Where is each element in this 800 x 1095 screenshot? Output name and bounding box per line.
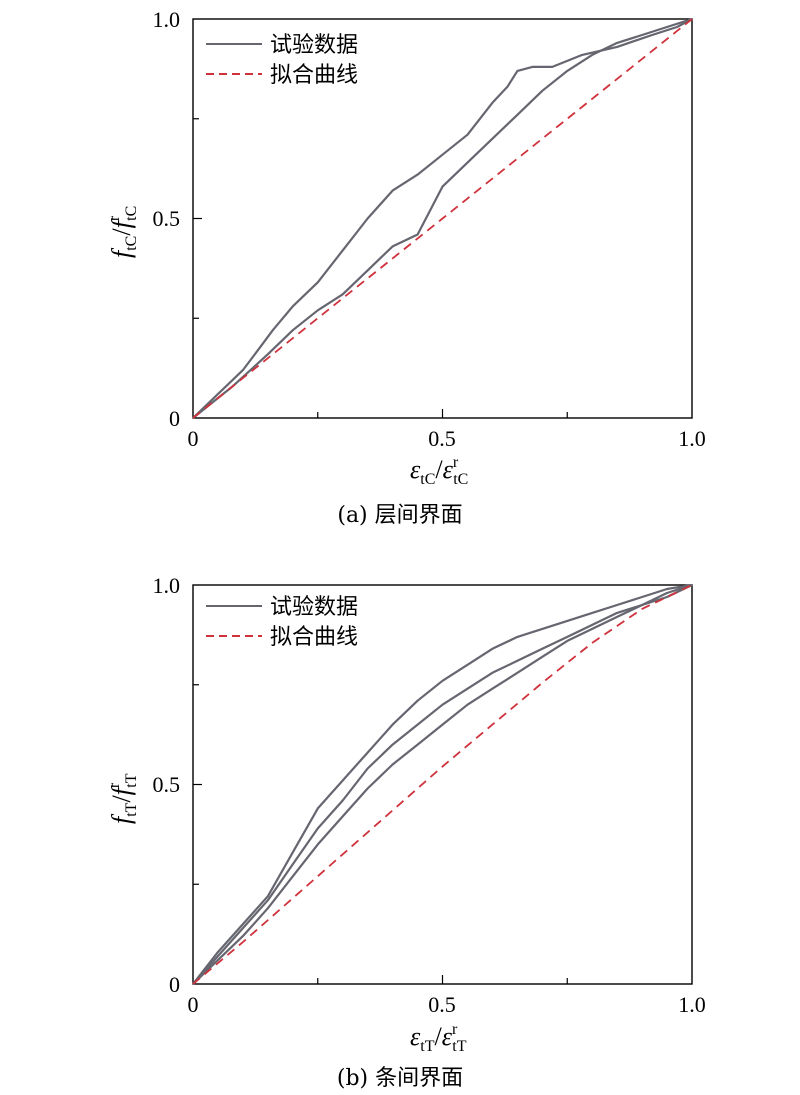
x-axis-main-a: ε xyxy=(410,455,421,484)
y-axis-sup2-a: r xyxy=(106,215,123,221)
xtick-label-b-2: 1.0 xyxy=(678,992,706,1017)
ytick-label-b-1: 0.5 xyxy=(153,772,181,797)
x-axis-sub2-a: tC xyxy=(453,471,468,488)
legend-label-b-0: 试验数据 xyxy=(270,595,358,620)
x-axis-main2-a: ε xyxy=(443,455,454,484)
ytick-label-a-0: 0 xyxy=(169,406,180,431)
plot-frame-b xyxy=(192,584,693,985)
series-line-b-2 xyxy=(192,584,693,985)
y-axis-label-a: ftC/frtC xyxy=(106,206,140,258)
y-axis-main-b: f xyxy=(107,813,136,824)
x-axis-sep-a: / xyxy=(435,455,443,484)
y-axis-main-a: f xyxy=(107,247,136,258)
x-axis-main-b: ε xyxy=(410,1022,421,1051)
x-axis-label-b: εtT/εr tT xyxy=(410,1021,467,1055)
series-group-a xyxy=(192,17,693,419)
x-axis-sup2-b: r xyxy=(452,1021,458,1038)
series-line-a-0 xyxy=(192,18,693,419)
x-axis-label-a: εtC/εr tC xyxy=(410,454,468,488)
ytick-label-b-0: 0 xyxy=(169,972,180,997)
y-axis-sub2-b: tT xyxy=(123,773,140,787)
y-axis-sep-b: / xyxy=(107,795,136,803)
ticks-a xyxy=(193,118,568,418)
y-axis-label-b: ftT/frtT xyxy=(106,773,140,824)
y-axis-main2-a: f xyxy=(107,217,136,228)
series-line-b-3 xyxy=(192,584,693,985)
series-line-a-1 xyxy=(192,17,693,419)
xtick-label-a-1: 0.5 xyxy=(428,426,456,451)
y-axis-sep-a: / xyxy=(107,228,136,236)
xtick-label-a-0: 0 xyxy=(188,426,199,451)
x-axis-main2-b: ε xyxy=(442,1022,453,1051)
ytick-label-a-2: 1.0 xyxy=(153,7,181,32)
caption-a: (a) 层间界面 xyxy=(337,503,462,528)
x-axis-sub2-b: tT xyxy=(452,1038,466,1055)
legend-label-a-1: 拟合曲线 xyxy=(270,63,358,88)
panel-a: 0 0.5 1.0 0 0.5 1.0 试验数据 拟合曲线 εtC/εr tC f… xyxy=(106,7,706,528)
x-axis-sub-b: tT xyxy=(420,1038,434,1055)
caption-b: (b) 条间界面 xyxy=(337,1066,463,1091)
ticks-b xyxy=(193,684,568,984)
y-axis-sub-b: tT xyxy=(123,802,140,816)
series-group-b xyxy=(192,583,693,985)
y-axis-sub2-a: tC xyxy=(123,206,140,221)
y-axis-sup2-b: r xyxy=(106,782,123,788)
ytick-label-a-1: 0.5 xyxy=(153,206,181,231)
x-axis-sup2-a: r xyxy=(453,454,459,471)
x-axis-sub-a: tC xyxy=(420,471,435,488)
y-axis-sub-a: tC xyxy=(123,236,140,251)
ytick-label-b-2: 1.0 xyxy=(153,573,181,598)
xtick-label-b-1: 0.5 xyxy=(428,992,456,1017)
xtick-label-b-0: 0 xyxy=(188,992,199,1017)
legend-label-a-0: 试验数据 xyxy=(270,33,358,58)
series-line-a-2 xyxy=(192,18,693,419)
y-axis-main2-b: f xyxy=(107,784,136,795)
x-axis-sep-b: / xyxy=(434,1022,442,1051)
series-line-b-0 xyxy=(192,583,693,985)
panel-b: 0 0.5 1.0 0 0.5 1.0 试验数据 拟合曲线 εtT/εr tT f… xyxy=(106,573,706,1091)
series-line-b-1 xyxy=(192,583,693,985)
xtick-label-a-2: 1.0 xyxy=(678,426,706,451)
legend-label-b-1: 拟合曲线 xyxy=(270,625,358,650)
